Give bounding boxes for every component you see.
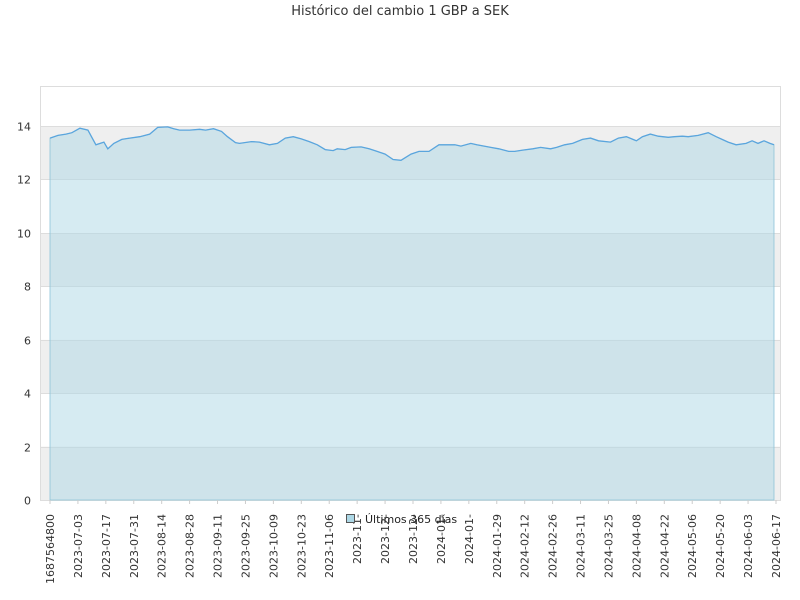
legend-swatch[interactable] bbox=[346, 514, 355, 523]
x-tick-label: 2023-10-23 bbox=[295, 514, 308, 578]
x-tick-label: 2024-06-03 bbox=[742, 514, 755, 578]
y-tick-label: 10 bbox=[17, 228, 31, 241]
y-tick-label: 0 bbox=[24, 495, 31, 508]
y-tick-label: 8 bbox=[24, 281, 31, 294]
legend[interactable]: Últimos 365 días bbox=[346, 513, 458, 526]
x-tick-label: 2023-09-11 bbox=[212, 514, 225, 578]
x-tick-label: 2024-05-06 bbox=[686, 514, 699, 578]
x-tick-label: 2023-12- bbox=[407, 514, 420, 564]
x-tick-label: 1687564800 bbox=[44, 514, 57, 584]
x-tick-label: 2024-03-11 bbox=[575, 514, 588, 578]
y-tick-label: 14 bbox=[17, 121, 31, 134]
x-tick-label: 2023-07-03 bbox=[72, 514, 85, 578]
chart-title: Histórico del cambio 1 GBP a SEK bbox=[291, 4, 509, 19]
x-tick-label: 2024-01- bbox=[463, 514, 476, 564]
y-tick-label: 4 bbox=[24, 388, 31, 401]
x-tick-label: 2023-07-31 bbox=[128, 514, 141, 578]
y-tick-label: 6 bbox=[24, 335, 31, 348]
x-tick-label: 2024-02-12 bbox=[519, 514, 532, 578]
x-tick-label: 2023-11- bbox=[351, 514, 364, 564]
x-tick-label: 2024-01- bbox=[435, 514, 448, 564]
x-tick-label: 2024-03-25 bbox=[603, 514, 616, 578]
plot-area bbox=[40, 86, 781, 501]
x-tick-label: 2023-10-09 bbox=[267, 514, 280, 578]
x-tick-label: 2023-11-06 bbox=[323, 514, 336, 578]
x-tick-label: 2023-07-17 bbox=[100, 514, 113, 578]
x-tick-label: 2024-01-29 bbox=[491, 514, 504, 578]
x-tick-label: 2023-09-25 bbox=[240, 514, 253, 578]
x-tick-label: 2023-12- bbox=[379, 514, 392, 564]
x-tick-label: 2023-08-14 bbox=[156, 514, 169, 578]
x-tick-label: 2023-08-28 bbox=[184, 514, 197, 578]
y-tick-label: 2 bbox=[24, 442, 31, 455]
series-area bbox=[49, 126, 775, 501]
x-tick-label: 2024-05-20 bbox=[714, 514, 727, 578]
y-tick-label: 12 bbox=[17, 174, 31, 187]
x-tick-label: 2024-06-17 bbox=[770, 514, 783, 578]
x-tick-label: 2024-04-08 bbox=[630, 514, 643, 578]
x-tick-label: 2024-02-26 bbox=[547, 514, 560, 578]
series-line bbox=[49, 126, 775, 161]
legend-label[interactable]: Últimos 365 días bbox=[365, 513, 457, 526]
x-tick-label: 2024-04-22 bbox=[658, 514, 671, 578]
